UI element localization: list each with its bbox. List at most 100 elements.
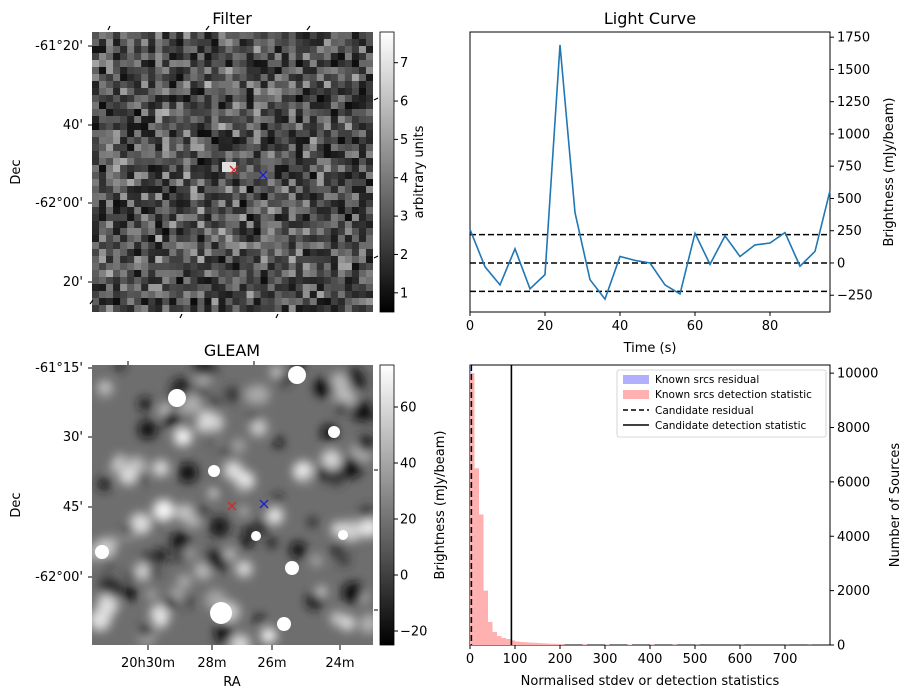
filter-pixel — [302, 242, 311, 250]
legend-swatch-residual — [623, 375, 649, 384]
filter-pixel — [253, 235, 262, 243]
gleam-blob — [249, 418, 268, 437]
filter-pixel — [330, 130, 339, 138]
filter-pixel — [274, 102, 283, 110]
filter-pixel — [204, 116, 212, 124]
filter-pixel — [190, 228, 198, 236]
filter-pixel — [351, 46, 360, 54]
filter-pixel — [309, 249, 318, 257]
filter-pixel — [155, 46, 163, 54]
gleam-blob — [152, 499, 175, 522]
filter-pixel — [316, 277, 325, 285]
filter-pixel — [316, 214, 325, 222]
filter-pixel — [113, 298, 121, 306]
filter-pixel — [344, 214, 353, 222]
filter-pixel — [148, 242, 156, 250]
legend-label: Known srcs detection statistic — [655, 389, 812, 401]
filter-pixel — [183, 291, 191, 299]
filter-pixel — [197, 228, 205, 236]
filter-pixel — [351, 60, 360, 68]
filter-pixel — [127, 193, 135, 201]
gleam-blob — [340, 457, 362, 479]
filter-pixel — [120, 284, 128, 292]
filter-pixel — [92, 193, 100, 201]
filter-pixel — [106, 88, 114, 96]
filter-pixel — [190, 270, 198, 278]
gleam-blob — [97, 477, 111, 492]
light-curve-xtick-label: 20 — [537, 319, 554, 334]
filter-pixel — [232, 123, 240, 131]
filter-pixel — [218, 305, 226, 312]
filter-pixel — [246, 179, 254, 187]
filter-pixel — [141, 242, 149, 250]
filter-pixel — [148, 221, 156, 229]
filter-pixel — [316, 186, 325, 194]
histogram-xtick-label: 700 — [773, 652, 798, 667]
filter-pixel — [169, 60, 177, 68]
filter-pixel — [190, 298, 198, 306]
filter-pixel — [169, 95, 177, 103]
filter-pixel — [309, 277, 318, 285]
light-curve-ytick-label: 1000 — [837, 127, 870, 142]
filter-pixel — [162, 305, 170, 312]
filter-pixel — [232, 193, 240, 201]
filter-pixel — [204, 256, 212, 264]
filter-pixel — [225, 88, 233, 96]
filter-pixel — [309, 221, 318, 229]
filter-pixel — [281, 214, 290, 222]
filter-pixel — [141, 39, 149, 47]
gleam-blob — [221, 447, 231, 456]
filter-pixel — [288, 291, 297, 299]
filter-pixel — [323, 305, 332, 312]
filter-pixel — [197, 214, 205, 222]
light-curve-ytick-label: −250 — [837, 289, 873, 304]
filter-pixel — [99, 67, 107, 75]
filter-pixel — [148, 228, 156, 236]
filter-pixel — [120, 242, 128, 250]
filter-pixel — [274, 305, 283, 312]
filter-pixel — [239, 249, 247, 257]
filter-pixel — [344, 249, 353, 257]
filter-pixel — [225, 53, 233, 61]
filter-pixel — [288, 284, 297, 292]
filter-pixel — [267, 32, 276, 40]
filter-pixel — [316, 305, 325, 312]
light-curve-axes — [469, 31, 831, 313]
filter-pixel — [351, 88, 360, 96]
filter-pixel — [211, 46, 219, 54]
filter-pixel — [92, 102, 100, 110]
filter-pixel — [253, 214, 262, 222]
filter-pixel — [232, 298, 240, 306]
filter-pixel — [225, 277, 233, 285]
filter-pixel — [148, 179, 156, 187]
filter-pixel — [337, 39, 346, 47]
filter-pixel — [337, 74, 346, 82]
filter-pixel — [204, 193, 212, 201]
filter-pixel — [295, 263, 304, 271]
filter-pixel — [253, 109, 262, 117]
filter-pixel — [162, 284, 170, 292]
filter-pixel — [120, 137, 128, 145]
filter-pixel — [232, 263, 240, 271]
gleam-blob — [239, 506, 249, 516]
filter-pixel — [141, 60, 149, 68]
filter-pixel — [197, 39, 205, 47]
filter-pixel — [169, 256, 177, 264]
filter-pixel — [302, 144, 311, 152]
filter-pixel — [211, 158, 219, 166]
filter-pixel — [316, 270, 325, 278]
filter-pixel — [344, 193, 353, 201]
filter-pixel — [176, 60, 184, 68]
filter-pixel — [176, 158, 184, 166]
filter-pixel — [218, 242, 226, 250]
filter-pixel — [281, 116, 290, 124]
filter-pixel — [127, 32, 135, 40]
filter-pixel — [288, 242, 297, 250]
filter-pixel — [162, 207, 170, 215]
filter-pixel — [211, 130, 219, 138]
filter-pixel — [183, 235, 191, 243]
filter-pixel — [218, 193, 226, 201]
filter-pixel — [337, 32, 346, 40]
filter-pixel — [113, 207, 121, 215]
filter-pixel — [99, 186, 107, 194]
